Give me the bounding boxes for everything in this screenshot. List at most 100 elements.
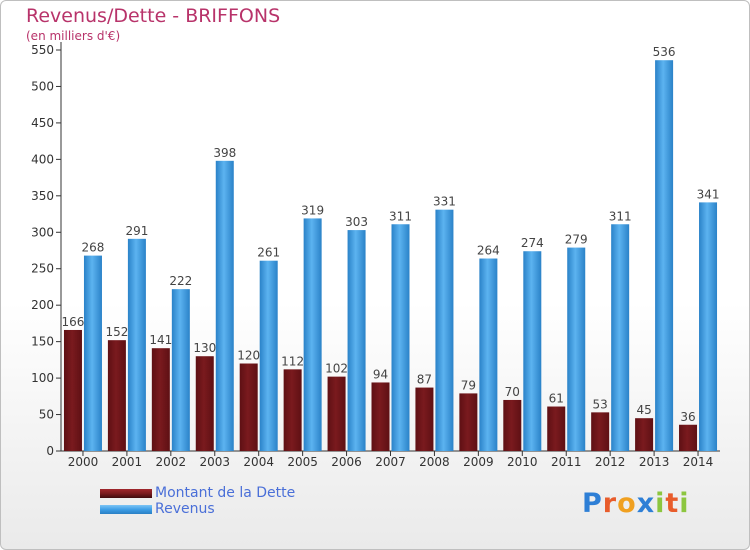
data-label-revenue: 261 (257, 246, 280, 260)
y-tick-label: 0 (46, 444, 54, 458)
data-label-revenue: 264 (477, 244, 500, 258)
bar-debt (107, 340, 126, 451)
x-tick-label: 2006 (331, 455, 362, 469)
bar-revenue (655, 60, 674, 451)
data-label-debt: 120 (237, 349, 260, 363)
bar-debt (591, 412, 610, 451)
bar-debt (635, 418, 654, 451)
x-tick-label: 2002 (156, 455, 187, 469)
y-tick-label: 250 (31, 262, 54, 276)
legend-label-revenue: Revenus (155, 501, 215, 517)
data-label-debt: 130 (193, 341, 216, 355)
bar-revenue (259, 260, 278, 451)
y-tick-label: 350 (31, 189, 54, 203)
data-label-debt: 94 (373, 367, 388, 381)
logo-letter: t (665, 488, 680, 519)
data-label-revenue: 319 (301, 203, 324, 217)
bar-debt (327, 376, 346, 451)
data-label-debt: 166 (62, 315, 85, 329)
data-label-revenue: 274 (521, 236, 544, 250)
logo-letter: i (679, 488, 690, 519)
bar-debt (371, 382, 390, 451)
bar-debt (63, 329, 82, 451)
data-label-revenue: 398 (213, 146, 236, 160)
x-tick-label: 2004 (243, 455, 274, 469)
logo-letter: r (602, 488, 618, 519)
data-label-debt: 141 (149, 333, 172, 347)
data-label-revenue: 311 (389, 209, 412, 223)
logo-letter: i (655, 488, 666, 519)
bar-revenue (215, 160, 234, 451)
data-label-debt: 45 (636, 403, 651, 417)
bar-revenue (171, 289, 190, 451)
bar-debt (415, 387, 434, 451)
bar-debt (503, 399, 522, 451)
x-tick-label: 2010 (507, 455, 538, 469)
proxiti-logo: Proxiti (582, 488, 690, 519)
x-tick-label: 2011 (551, 455, 582, 469)
data-label-debt: 152 (105, 325, 128, 339)
bar-debt (679, 424, 698, 451)
bar-debt (459, 393, 478, 451)
x-tick-label: 2013 (639, 455, 670, 469)
bar-debt (239, 363, 258, 451)
x-tick-label: 2000 (68, 455, 99, 469)
data-label-debt: 102 (325, 362, 348, 376)
y-tick-label: 300 (31, 225, 54, 239)
legend-label-debt: Montant de la Dette (155, 485, 296, 501)
bar-revenue (83, 255, 102, 451)
y-tick-label: 150 (31, 335, 54, 349)
x-tick-label: 2007 (375, 455, 406, 469)
data-label-revenue: 268 (82, 241, 105, 255)
x-tick-label: 2014 (683, 455, 714, 469)
data-label-debt: 61 (549, 392, 564, 406)
chart-subtitle: (en milliers d'€) (26, 29, 121, 43)
data-label-debt: 112 (281, 354, 304, 368)
x-tick-label: 2001 (112, 455, 143, 469)
x-tick-label: 2009 (463, 455, 494, 469)
bar-revenue (567, 247, 586, 451)
logo-letter: x (636, 488, 656, 519)
y-tick-label: 550 (31, 43, 54, 57)
data-label-revenue: 303 (345, 215, 368, 229)
y-tick-label: 450 (31, 116, 54, 130)
bar-debt (283, 369, 302, 451)
bar-revenue (435, 209, 454, 451)
legend-swatch-debt (100, 489, 152, 498)
data-label-revenue: 279 (565, 233, 588, 247)
bar-revenue (303, 218, 322, 451)
data-label-debt: 79 (461, 378, 476, 392)
data-label-revenue: 222 (169, 274, 192, 288)
bar-debt (195, 356, 214, 451)
x-tick-label: 2003 (199, 455, 230, 469)
y-tick-label: 100 (31, 371, 54, 385)
y-tick-label: 500 (31, 79, 54, 93)
bar-revenue (391, 224, 410, 451)
y-tick-label: 50 (39, 408, 54, 422)
data-label-revenue: 291 (125, 224, 148, 238)
data-label-debt: 53 (593, 397, 608, 411)
bar-revenue (699, 202, 718, 451)
x-tick-label: 2005 (287, 455, 318, 469)
data-label-revenue: 331 (433, 195, 456, 209)
bar-revenue (479, 258, 498, 451)
data-label-revenue: 341 (697, 187, 720, 201)
data-label-revenue: 311 (609, 209, 632, 223)
logo-letter: P (582, 488, 603, 519)
bar-revenue (523, 251, 542, 451)
bar-revenue (127, 238, 146, 451)
data-label-revenue: 536 (653, 45, 676, 59)
data-label-debt: 87 (417, 373, 432, 387)
bar-debt (151, 348, 170, 451)
bar-debt (547, 406, 566, 451)
data-label-debt: 70 (505, 385, 520, 399)
x-tick-label: 2008 (419, 455, 450, 469)
y-tick-label: 200 (31, 298, 54, 312)
bar-revenue (611, 224, 630, 451)
chart-title: Revenus/Dette - BRIFFONS (26, 5, 281, 27)
data-label-debt: 36 (680, 410, 695, 424)
x-tick-label: 2012 (595, 455, 626, 469)
y-tick-label: 400 (31, 152, 54, 166)
legend-swatch-revenue (100, 505, 152, 514)
